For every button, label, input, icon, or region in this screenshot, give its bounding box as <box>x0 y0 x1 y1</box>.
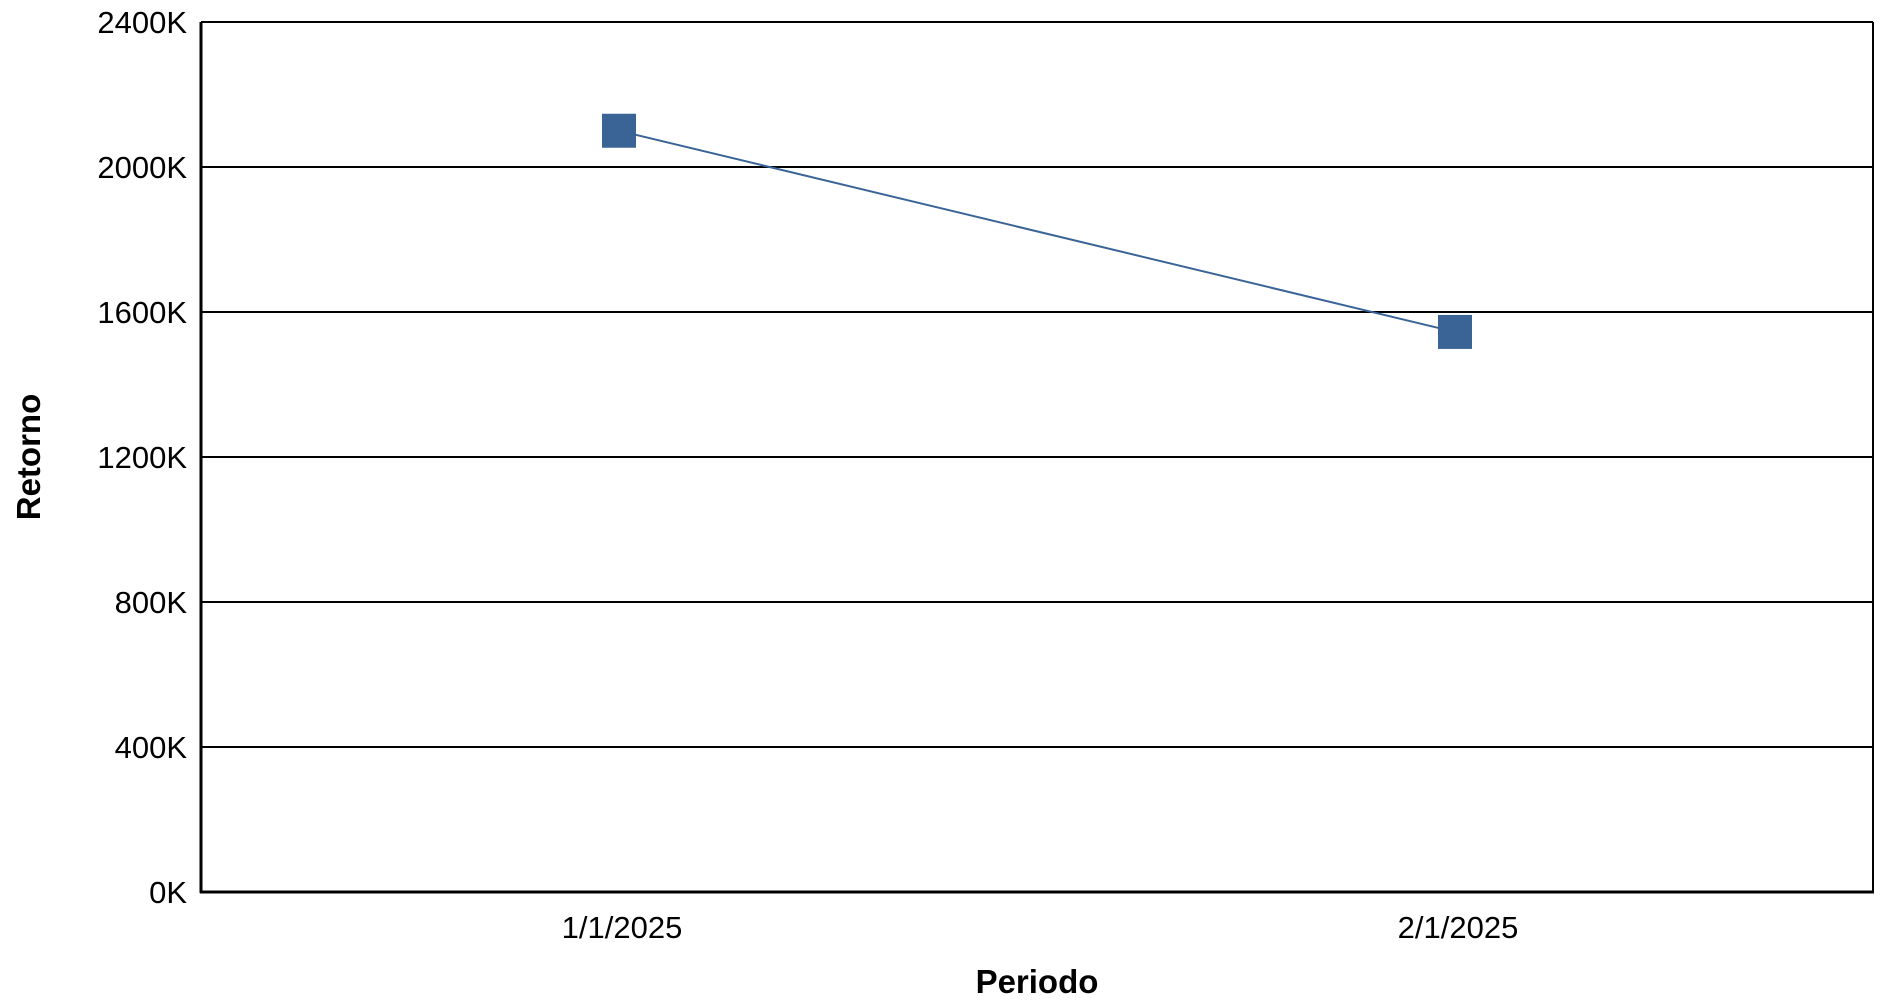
y-tick-label: 400K <box>115 730 188 765</box>
series-line <box>618 129 1456 333</box>
gridlines <box>201 21 1873 748</box>
y-axis-ticks: 0K 400K 800K 1200K 1600K 2000K 2400K <box>97 5 187 910</box>
x-axis-ticks: 1/1/2025 2/1/2025 <box>562 910 1519 945</box>
y-axis-title: Retorno <box>10 394 47 521</box>
y-tick-label: 2400K <box>97 5 187 40</box>
y-tick-label: 800K <box>115 585 188 620</box>
y-tick-label: 2000K <box>97 150 187 185</box>
y-tick-label: 1600K <box>97 295 187 330</box>
x-tick-label: 1/1/2025 <box>562 910 683 945</box>
series <box>602 113 1472 349</box>
plot-frame <box>199 21 1874 894</box>
data-point-marker <box>1438 314 1472 349</box>
y-tick-label: 1200K <box>97 440 187 475</box>
data-point-marker <box>602 113 636 148</box>
x-tick-label: 2/1/2025 <box>1398 910 1519 945</box>
y-tick-label: 0K <box>149 875 187 910</box>
x-axis-title: Periodo <box>976 963 1099 1000</box>
